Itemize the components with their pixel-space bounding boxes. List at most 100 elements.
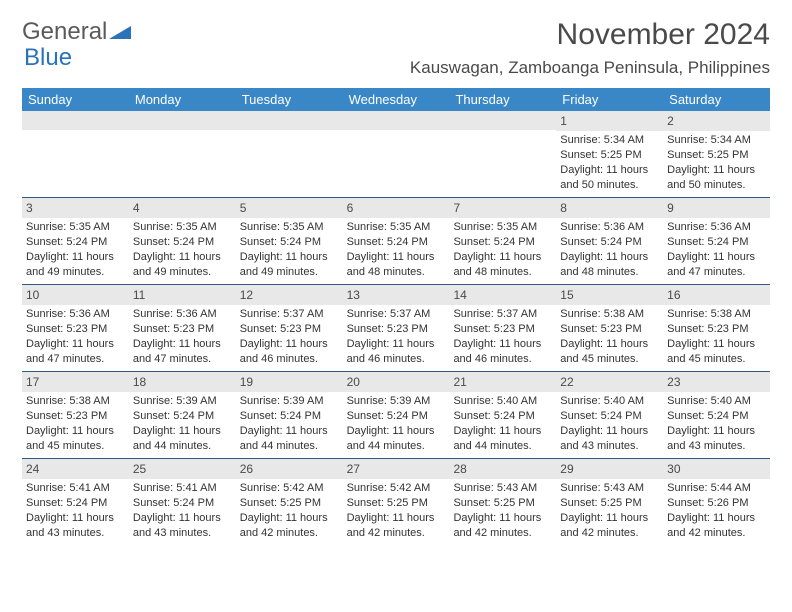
day-content: Sunrise: 5:37 AMSunset: 5:23 PMDaylight:… (449, 305, 556, 370)
day-info-line: Daylight: 11 hours and 48 minutes. (453, 250, 552, 280)
day-number: 11 (129, 285, 236, 305)
day-info-line: Daylight: 11 hours and 46 minutes. (347, 337, 446, 367)
day-info-line: Sunset: 5:24 PM (347, 235, 446, 250)
header: General Blue November 2024 Kauswagan, Za… (22, 18, 770, 78)
day-info-line: Sunrise: 5:44 AM (667, 481, 766, 496)
calendar-cell: 27Sunrise: 5:42 AMSunset: 5:25 PMDayligh… (343, 459, 450, 545)
calendar-cell: 2Sunrise: 5:34 AMSunset: 5:25 PMDaylight… (663, 111, 770, 197)
calendar-cell: 15Sunrise: 5:38 AMSunset: 5:23 PMDayligh… (556, 285, 663, 371)
day-info-line: Daylight: 11 hours and 50 minutes. (560, 163, 659, 193)
day-info-line: Sunrise: 5:37 AM (240, 307, 339, 322)
day-content (22, 130, 129, 136)
day-info-line: Sunrise: 5:35 AM (240, 220, 339, 235)
day-info-line: Sunset: 5:23 PM (26, 409, 125, 424)
day-info-line: Daylight: 11 hours and 47 minutes. (26, 337, 125, 367)
day-number: 6 (343, 198, 450, 218)
calendar-cell: 23Sunrise: 5:40 AMSunset: 5:24 PMDayligh… (663, 372, 770, 458)
day-info-line: Daylight: 11 hours and 43 minutes. (560, 424, 659, 454)
day-number: 9 (663, 198, 770, 218)
day-info-line: Daylight: 11 hours and 45 minutes. (26, 424, 125, 454)
day-info-line: Sunset: 5:24 PM (240, 235, 339, 250)
calendar-cell: 13Sunrise: 5:37 AMSunset: 5:23 PMDayligh… (343, 285, 450, 371)
day-info-line: Sunrise: 5:43 AM (560, 481, 659, 496)
calendar-row: 3Sunrise: 5:35 AMSunset: 5:24 PMDaylight… (22, 197, 770, 284)
day-info-line: Sunset: 5:23 PM (560, 322, 659, 337)
day-content: Sunrise: 5:34 AMSunset: 5:25 PMDaylight:… (663, 131, 770, 196)
day-info-line: Sunset: 5:23 PM (240, 322, 339, 337)
day-info-line: Daylight: 11 hours and 46 minutes. (240, 337, 339, 367)
day-content: Sunrise: 5:38 AMSunset: 5:23 PMDaylight:… (22, 392, 129, 457)
day-info-line: Sunrise: 5:41 AM (26, 481, 125, 496)
day-content (343, 130, 450, 136)
day-info-line: Sunrise: 5:39 AM (133, 394, 232, 409)
day-info-line: Daylight: 11 hours and 45 minutes. (667, 337, 766, 367)
day-number: 14 (449, 285, 556, 305)
day-content: Sunrise: 5:41 AMSunset: 5:24 PMDaylight:… (22, 479, 129, 544)
day-info-line: Daylight: 11 hours and 44 minutes. (453, 424, 552, 454)
calendar-body: 1Sunrise: 5:34 AMSunset: 5:25 PMDaylight… (22, 111, 770, 545)
day-content: Sunrise: 5:35 AMSunset: 5:24 PMDaylight:… (236, 218, 343, 283)
day-info-line: Daylight: 11 hours and 44 minutes. (347, 424, 446, 454)
day-info-line: Sunset: 5:24 PM (560, 235, 659, 250)
day-content: Sunrise: 5:39 AMSunset: 5:24 PMDaylight:… (343, 392, 450, 457)
day-info-line: Daylight: 11 hours and 47 minutes. (133, 337, 232, 367)
day-info-line: Sunset: 5:23 PM (133, 322, 232, 337)
day-content: Sunrise: 5:36 AMSunset: 5:23 PMDaylight:… (22, 305, 129, 370)
weekday-col-thursday: Thursday (449, 88, 556, 111)
calendar-cell: 1Sunrise: 5:34 AMSunset: 5:25 PMDaylight… (556, 111, 663, 197)
day-info-line: Daylight: 11 hours and 44 minutes. (133, 424, 232, 454)
calendar-cell: 14Sunrise: 5:37 AMSunset: 5:23 PMDayligh… (449, 285, 556, 371)
day-content: Sunrise: 5:43 AMSunset: 5:25 PMDaylight:… (556, 479, 663, 544)
calendar: SundayMondayTuesdayWednesdayThursdayFrid… (22, 88, 770, 545)
day-info-line: Daylight: 11 hours and 42 minutes. (667, 511, 766, 541)
day-info-line: Sunset: 5:24 PM (347, 409, 446, 424)
day-info-line: Sunset: 5:24 PM (560, 409, 659, 424)
calendar-cell: 7Sunrise: 5:35 AMSunset: 5:24 PMDaylight… (449, 198, 556, 284)
logo-triangle-icon (109, 18, 131, 46)
day-content: Sunrise: 5:38 AMSunset: 5:23 PMDaylight:… (663, 305, 770, 370)
day-info-line: Sunset: 5:24 PM (133, 235, 232, 250)
day-number: 2 (663, 111, 770, 131)
day-info-line: Sunrise: 5:39 AM (347, 394, 446, 409)
day-content: Sunrise: 5:39 AMSunset: 5:24 PMDaylight:… (236, 392, 343, 457)
calendar-cell (22, 111, 129, 197)
day-content: Sunrise: 5:38 AMSunset: 5:23 PMDaylight:… (556, 305, 663, 370)
day-info-line: Sunrise: 5:38 AM (560, 307, 659, 322)
day-number: 20 (343, 372, 450, 392)
day-info-line: Daylight: 11 hours and 49 minutes. (240, 250, 339, 280)
day-info-line: Sunrise: 5:41 AM (133, 481, 232, 496)
calendar-weekday-header: SundayMondayTuesdayWednesdayThursdayFrid… (22, 88, 770, 111)
day-content: Sunrise: 5:36 AMSunset: 5:23 PMDaylight:… (129, 305, 236, 370)
day-info-line: Sunset: 5:25 PM (453, 496, 552, 511)
weekday-col-friday: Friday (556, 88, 663, 111)
day-info-line: Sunrise: 5:34 AM (667, 133, 766, 148)
empty-day-bar (236, 111, 343, 130)
day-number: 30 (663, 459, 770, 479)
day-number: 25 (129, 459, 236, 479)
day-content: Sunrise: 5:35 AMSunset: 5:24 PMDaylight:… (129, 218, 236, 283)
day-info-line: Sunset: 5:24 PM (667, 409, 766, 424)
day-info-line: Sunset: 5:25 PM (347, 496, 446, 511)
day-number: 10 (22, 285, 129, 305)
day-number: 8 (556, 198, 663, 218)
day-info-line: Sunrise: 5:39 AM (240, 394, 339, 409)
calendar-cell: 6Sunrise: 5:35 AMSunset: 5:24 PMDaylight… (343, 198, 450, 284)
day-info-line: Daylight: 11 hours and 44 minutes. (240, 424, 339, 454)
calendar-cell: 19Sunrise: 5:39 AMSunset: 5:24 PMDayligh… (236, 372, 343, 458)
day-content: Sunrise: 5:40 AMSunset: 5:24 PMDaylight:… (663, 392, 770, 457)
day-info-line: Daylight: 11 hours and 42 minutes. (453, 511, 552, 541)
title-block: November 2024 Kauswagan, Zamboanga Penin… (410, 18, 770, 78)
day-info-line: Sunset: 5:25 PM (560, 148, 659, 163)
calendar-cell: 3Sunrise: 5:35 AMSunset: 5:24 PMDaylight… (22, 198, 129, 284)
day-info-line: Sunset: 5:24 PM (667, 235, 766, 250)
day-info-line: Sunrise: 5:35 AM (347, 220, 446, 235)
calendar-cell (449, 111, 556, 197)
calendar-row: 24Sunrise: 5:41 AMSunset: 5:24 PMDayligh… (22, 458, 770, 545)
day-info-line: Sunrise: 5:36 AM (560, 220, 659, 235)
day-content: Sunrise: 5:35 AMSunset: 5:24 PMDaylight:… (343, 218, 450, 283)
calendar-cell: 30Sunrise: 5:44 AMSunset: 5:26 PMDayligh… (663, 459, 770, 545)
day-info-line: Daylight: 11 hours and 42 minutes. (347, 511, 446, 541)
calendar-cell: 28Sunrise: 5:43 AMSunset: 5:25 PMDayligh… (449, 459, 556, 545)
day-info-line: Sunset: 5:23 PM (347, 322, 446, 337)
day-content (236, 130, 343, 136)
